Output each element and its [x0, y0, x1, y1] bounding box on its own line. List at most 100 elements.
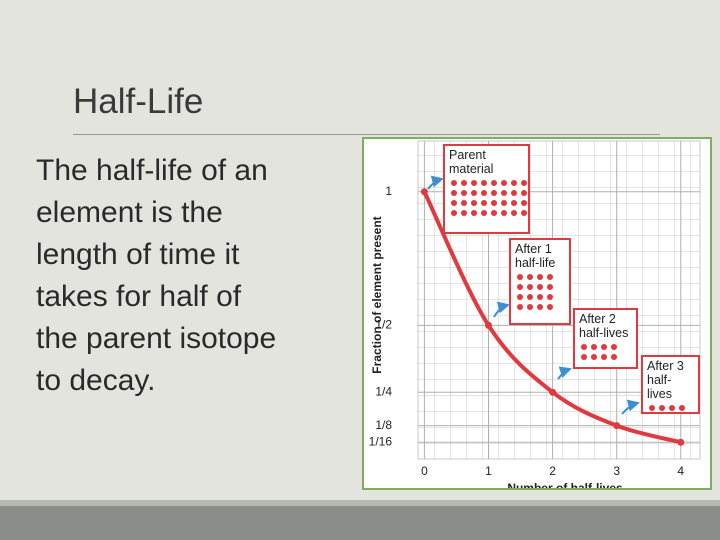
body-line: length of time it — [36, 238, 240, 271]
y-tick-label: 1 — [385, 184, 392, 198]
x-tick-label: 3 — [613, 464, 620, 478]
atom-dot — [527, 304, 533, 310]
body-line: The half-life of an — [36, 154, 268, 187]
point — [549, 388, 557, 396]
point — [420, 188, 428, 196]
arrow — [621, 399, 640, 415]
body-line: takes for half of — [36, 280, 242, 313]
atom-dot — [471, 210, 477, 216]
atom-dot — [521, 210, 527, 216]
atom-dot — [471, 180, 477, 186]
atom-dot — [517, 304, 523, 310]
y-tick-label: 1/2 — [375, 318, 392, 332]
atom-dot — [511, 210, 517, 216]
atom-dot — [679, 405, 685, 411]
atom-dot — [521, 190, 527, 196]
atom-dot — [537, 284, 543, 290]
y-tick-label: 1/16 — [369, 434, 393, 448]
body-line: element is the — [36, 196, 223, 229]
y-tick-label: 1/8 — [375, 418, 392, 432]
atom-dot — [481, 190, 487, 196]
atom-dot — [517, 284, 523, 290]
atom-dot — [537, 274, 543, 280]
atom-dot — [451, 210, 457, 216]
atom-dot — [537, 294, 543, 300]
atom-dot — [581, 354, 587, 360]
footer-bar — [0, 500, 720, 540]
atom-dot — [471, 190, 477, 196]
atom-dot — [517, 294, 523, 300]
annotation-label: After 2 half-lives — [579, 312, 629, 340]
atom-dot — [547, 294, 553, 300]
atom-dot — [601, 344, 607, 350]
atom-dot — [511, 180, 517, 186]
title-rule — [73, 134, 660, 135]
annotation-box: After 1 half-life — [509, 238, 571, 325]
atom-dot — [547, 304, 553, 310]
atom-dot — [537, 304, 543, 310]
atom-dot — [611, 354, 617, 360]
atom-dot — [451, 200, 457, 206]
slide-title: Half-Life — [73, 82, 204, 121]
dot-group — [517, 274, 557, 310]
atom-dot — [659, 405, 665, 411]
atom-dot — [491, 210, 497, 216]
annotation-label: After 1 half-life — [515, 242, 556, 270]
atom-dot — [501, 180, 507, 186]
atom-dot — [547, 274, 553, 280]
point — [613, 422, 621, 430]
arrow — [427, 175, 444, 190]
atom-dot — [451, 190, 457, 196]
figure: 1 1/2 1/4 1/8 1/16 0 1 2 3 4 Number of half-lives F… — [362, 137, 712, 490]
atom-dot — [527, 284, 533, 290]
atom-dot — [481, 180, 487, 186]
x-tick-label: 2 — [549, 464, 556, 478]
atom-dot — [501, 200, 507, 206]
atom-dot — [591, 354, 597, 360]
dot-group — [581, 344, 621, 360]
y-tick-label: 1/4 — [375, 384, 392, 398]
atom-dot — [461, 190, 467, 196]
atom-dot — [581, 344, 587, 350]
atom-dot — [461, 200, 467, 206]
atom-dot — [591, 344, 597, 350]
slide-body: The half-life of an element is the length … — [36, 150, 276, 402]
atom-dot — [669, 405, 675, 411]
body-line: to decay. — [36, 364, 156, 397]
x-tick-label: 1 — [485, 464, 492, 478]
atom-dot — [481, 200, 487, 206]
arrow — [493, 301, 510, 318]
annotation-box: Parent material — [443, 144, 530, 234]
x-axis-label: Number of half-lives — [507, 481, 623, 488]
atom-dot — [511, 190, 517, 196]
annotation-box: After 3 half-lives — [641, 355, 700, 414]
line — [422, 190, 682, 445]
x-tick-label: 4 — [677, 464, 684, 478]
dot-group — [649, 405, 689, 411]
point — [677, 438, 685, 446]
atom-dot — [481, 210, 487, 216]
atom-dot — [461, 210, 467, 216]
arrow — [557, 366, 572, 380]
atom-dot — [491, 180, 497, 186]
chart: 1 1/2 1/4 1/8 1/16 0 1 2 3 4 Number of half-lives F… — [369, 140, 701, 488]
atom-dot — [451, 180, 457, 186]
atom-dot — [461, 180, 467, 186]
annotation-box: After 2 half-lives — [573, 308, 638, 369]
annotation-label: Parent material — [449, 148, 494, 176]
body-line: the parent isotope — [36, 322, 277, 355]
atom-dot — [517, 274, 523, 280]
y-axis-label: Fraction of element present — [370, 216, 384, 373]
atom-dot — [547, 284, 553, 290]
dot-group — [451, 180, 531, 216]
atom-dot — [527, 294, 533, 300]
atom-dot — [521, 180, 527, 186]
atom-dot — [491, 190, 497, 196]
atom-dot — [511, 200, 517, 206]
point — [485, 321, 492, 329]
atom-dot — [527, 274, 533, 280]
atom-dot — [471, 200, 477, 206]
atom-dot — [521, 200, 527, 206]
atom-dot — [611, 344, 617, 350]
